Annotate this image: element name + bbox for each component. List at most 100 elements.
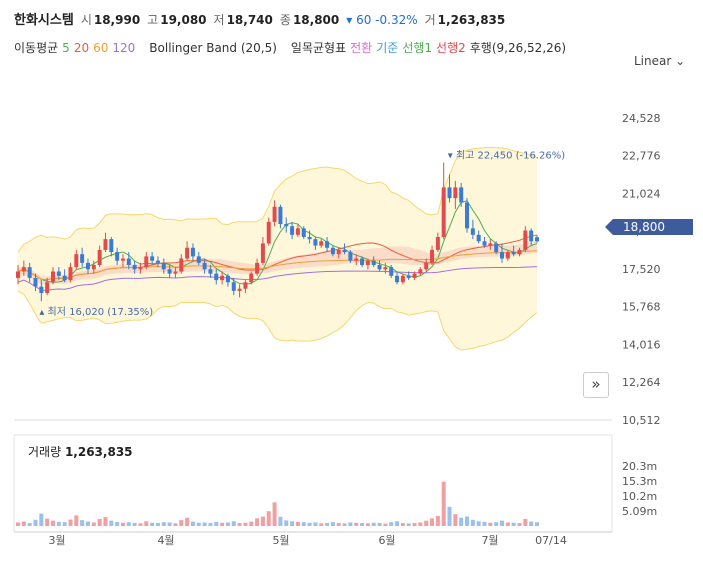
volume-bar <box>511 522 516 526</box>
ma20-legend[interactable]: 20 <box>73 41 90 55</box>
volume-bar <box>266 511 271 526</box>
volume-bar <box>50 520 55 526</box>
candle-body <box>319 241 324 246</box>
candle-body <box>91 265 96 270</box>
candle-body <box>395 275 400 283</box>
candle-body <box>465 202 470 229</box>
volume-bar <box>301 522 306 526</box>
high-annotation: ▾ 최고 22,450 (-16.26%) <box>448 150 566 162</box>
volume-panel-title: 거래량 1,263,835 <box>28 443 133 460</box>
candle-body <box>115 252 120 261</box>
span2-legend[interactable]: 선행2 <box>436 41 466 55</box>
candle-body <box>109 239 114 253</box>
volume-bar <box>179 520 184 526</box>
candle-body <box>488 243 493 246</box>
volume-bar <box>319 523 324 526</box>
ma60-legend[interactable]: 60 <box>93 41 109 55</box>
volume-axis-label: 5.09m <box>622 505 657 518</box>
candle-body <box>97 249 102 266</box>
volume-bar <box>126 522 131 526</box>
volume-title-value: 1,263,835 <box>64 445 133 459</box>
candle-body <box>190 247 195 257</box>
volume-bar <box>138 523 143 526</box>
candle-body <box>325 241 330 248</box>
volume-bar <box>45 518 50 526</box>
volume-axis-label: 10.2m <box>622 490 657 503</box>
candle-body <box>231 282 236 291</box>
candle-body <box>418 269 423 274</box>
bollinger-legend[interactable]: Bollinger Band (20,5) <box>149 41 277 55</box>
candle-body <box>430 249 435 263</box>
volume-bar <box>225 522 230 526</box>
candle-body <box>523 230 528 250</box>
volume-bar <box>39 513 44 526</box>
bollinger-band-fill <box>18 147 537 350</box>
volume-bar <box>16 522 20 526</box>
candle-body <box>68 267 73 281</box>
volume-axis-label: 20.3m <box>622 460 657 473</box>
volume-bar <box>155 523 160 526</box>
candle-body <box>529 230 534 242</box>
base-legend[interactable]: 기준 <box>376 41 399 55</box>
ma-legend-label[interactable]: 이동평균 <box>14 41 59 55</box>
close-value: 18,800 <box>292 13 340 27</box>
price-axis-label: 24,528 <box>622 112 661 125</box>
volume-bar <box>68 519 73 526</box>
ma120-legend[interactable]: 120 <box>112 41 136 55</box>
chevron-down-icon: ⌄ <box>675 54 686 68</box>
candle-body <box>447 187 452 199</box>
volume-bar <box>62 522 67 526</box>
volume-bar <box>208 523 213 526</box>
volume-bar <box>360 523 365 526</box>
expand-chart-button[interactable]: » <box>583 372 609 398</box>
ichimoku-legend[interactable]: 일목균형표 <box>290 41 347 55</box>
candle-body <box>441 187 446 237</box>
volume-bar <box>115 521 120 526</box>
ma5-legend[interactable]: 5 <box>62 41 70 55</box>
volume-bar <box>33 519 38 526</box>
candle-body <box>103 239 108 250</box>
volume-bar <box>284 520 289 526</box>
candle-body <box>21 267 26 272</box>
candle-body <box>27 267 32 278</box>
candle-body <box>336 249 341 255</box>
conversion-legend[interactable]: 전환 <box>350 41 373 55</box>
volume-bar <box>249 521 254 526</box>
volume-bar <box>85 521 90 526</box>
candle-body <box>120 258 125 261</box>
volume-bar <box>255 518 260 526</box>
volume-bar <box>447 506 452 526</box>
volume-bar <box>295 521 300 526</box>
candle-body <box>354 258 359 261</box>
volume-bar <box>91 522 96 526</box>
volume-bar <box>237 523 242 526</box>
volume-bar <box>523 518 528 526</box>
candle-body <box>155 260 160 263</box>
stock-name: 한화시스템 <box>14 13 74 28</box>
volume-bar <box>74 515 79 526</box>
candle-body <box>45 282 50 294</box>
volume-title-label: 거래량 <box>28 445 62 459</box>
candle-body <box>126 258 131 266</box>
volume-bar <box>167 522 172 526</box>
candle-body <box>161 262 166 270</box>
volume-bar <box>470 519 475 526</box>
volume-bar <box>272 502 277 526</box>
span1-legend[interactable]: 선행1 <box>402 41 433 55</box>
lagging-legend[interactable]: 후행(9,26,52,26) <box>469 41 567 55</box>
price-axis-label: 14,016 <box>622 338 661 351</box>
ma120-line <box>17 266 538 292</box>
candle-body <box>266 221 271 244</box>
open-value: 18,990 <box>93 13 141 27</box>
candle-body <box>307 236 312 240</box>
volume-bar <box>109 520 114 526</box>
volume-bar <box>505 522 510 526</box>
candle-body <box>74 254 79 268</box>
volume-bar <box>307 522 312 526</box>
volume-bar <box>459 517 464 526</box>
scale-mode-dropdown[interactable]: Linear ⌄ <box>634 54 685 68</box>
candle-body <box>360 258 365 266</box>
candle-body <box>132 265 137 270</box>
low-label: 저 <box>213 13 225 27</box>
